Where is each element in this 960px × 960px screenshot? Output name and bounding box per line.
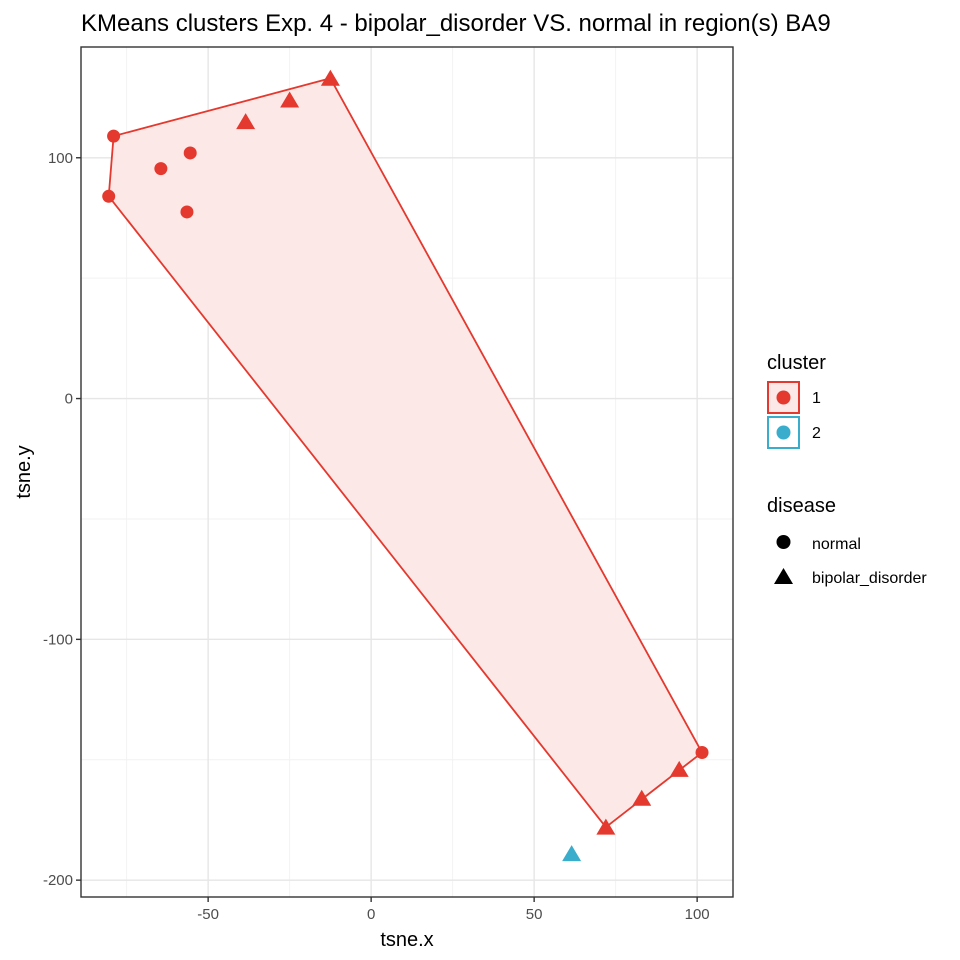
plot-panel <box>80 46 734 898</box>
legend-cluster: cluster 1 2 <box>767 352 826 449</box>
legend-disease-title: disease <box>767 495 836 517</box>
y-tick-label: 0 <box>65 391 73 408</box>
point-bipolar-disorder <box>280 91 300 108</box>
y-axis-ticks: -200 -100 0 100 <box>43 150 81 889</box>
cluster-hulls <box>107 77 703 829</box>
point-normal <box>154 162 168 176</box>
point-bipolar-disorder <box>320 69 340 86</box>
legend-disease-item-bipolar: bipolar_disorder <box>774 568 927 587</box>
legend-cluster-dot-2 <box>776 425 791 440</box>
legend-circle-shape <box>776 535 791 549</box>
legend-cluster-title: cluster <box>767 352 826 374</box>
x-axis-title: tsne.x <box>380 929 433 951</box>
legend-disease-label-normal: normal <box>812 536 861 553</box>
point-bipolar-disorder <box>669 760 689 777</box>
legend-disease: disease normal bipolar_disorder <box>767 495 927 587</box>
point-normal <box>102 189 116 203</box>
y-tick-label: -100 <box>43 631 73 648</box>
y-axis-title: tsne.y <box>13 445 35 498</box>
legend-cluster-label-1: 1 <box>812 390 821 407</box>
legend-cluster-label-2: 2 <box>812 425 821 442</box>
legend-disease-item-normal: normal <box>776 535 861 553</box>
x-axis-ticks: -50 0 50 100 <box>197 897 710 923</box>
y-tick-label: 100 <box>48 150 73 167</box>
x-tick-label: 100 <box>685 906 710 923</box>
point-bipolar-disorder <box>632 789 652 806</box>
x-tick-label: 50 <box>526 906 543 923</box>
legend-disease-label-bipolar: bipolar_disorder <box>812 570 927 587</box>
cluster-hull-1 <box>107 77 703 829</box>
point-bipolar-disorder <box>236 113 256 130</box>
legend-cluster-item-2: 2 <box>767 416 821 449</box>
panel-border <box>80 46 734 898</box>
legend-triangle-shape <box>774 568 793 584</box>
x-tick-label: 0 <box>367 906 375 923</box>
point-normal <box>695 746 709 760</box>
x-tick-label: -50 <box>197 906 219 923</box>
point-normal <box>180 205 194 219</box>
legend-cluster-item-1: 1 <box>767 381 821 414</box>
data-points <box>102 69 709 862</box>
point-normal <box>183 146 197 160</box>
y-tick-label: -200 <box>43 872 73 889</box>
legend-cluster-dot-1 <box>776 390 791 405</box>
chart-title: KMeans clusters Exp. 4 - bipolar_disorde… <box>81 10 831 37</box>
point-bipolar-disorder <box>596 818 616 835</box>
point-normal <box>107 129 121 143</box>
point-bipolar-disorder <box>562 845 582 862</box>
